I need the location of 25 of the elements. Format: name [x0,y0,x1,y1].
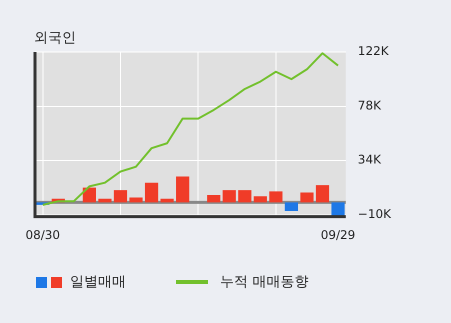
bar [114,190,128,202]
bar [207,195,220,202]
bar [98,198,112,202]
y-tick-label: 34K [358,152,382,167]
y-tick-label: −10K [358,206,392,221]
bar [269,191,282,202]
y-tick-label: 78K [358,98,382,112]
y-tick-label: 122K [358,44,390,58]
bar [82,188,96,202]
bar [144,182,158,202]
bar [176,176,190,202]
bar [300,192,314,202]
legend-label: 누적 매매동향 [220,273,308,291]
x-tick-label: 09/29 [320,228,356,242]
chart-title: 외국인 [34,29,76,47]
bar [129,197,143,202]
bar [222,190,236,202]
bar [316,185,330,202]
bar [254,196,267,202]
x-tick-label: 08/30 [25,228,60,242]
legend-label: 일별매매 [70,273,126,291]
bar [331,202,345,216]
bar [238,190,252,202]
bar [284,202,298,212]
bar [160,198,174,202]
